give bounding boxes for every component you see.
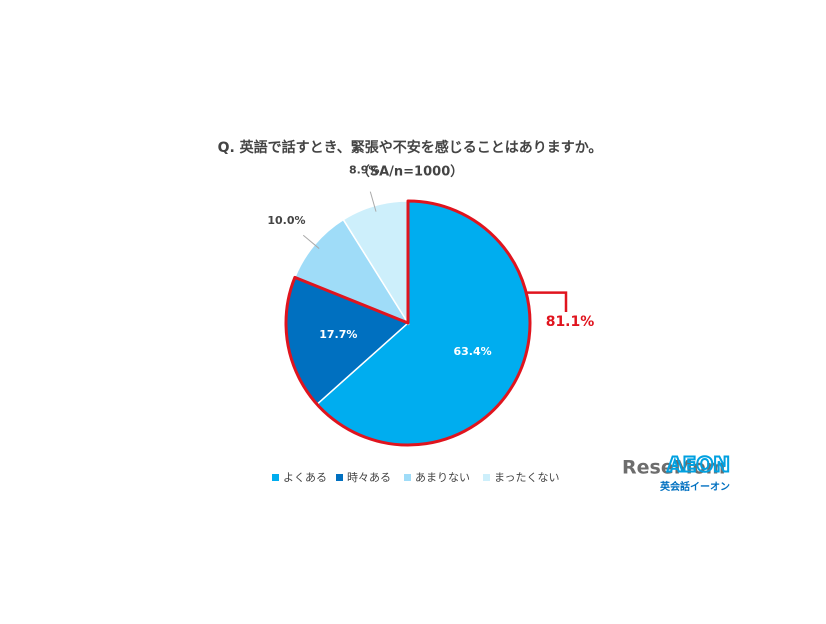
data-label: 63.4% [453,345,491,358]
legend-marker [272,474,279,481]
brand-logo: AEON [667,453,730,477]
legend-label: あまりない [415,471,470,484]
data-label: 8.9% [349,164,380,177]
logo-text: ReseMom [622,457,725,479]
legend-label: まったくない [494,471,560,484]
chart-subtitle: （SA/n=1000） [357,164,464,180]
highlight-outline [284,199,532,447]
legend-marker [404,474,411,481]
data-label: 10.0% [267,214,305,227]
legend-label: よくある [283,471,327,484]
leader-line [302,234,320,249]
legend-marker [336,474,343,481]
brand-subtitle: 英会話イーオン [659,480,730,493]
annotation-label: 81.1% [546,314,595,330]
legend-label: 時々ある [347,471,391,484]
annotation-bracket [526,291,568,312]
data-label: 17.7% [319,328,357,341]
leader-line [369,191,377,212]
legend-marker [483,474,490,481]
chart-title: Q. 英語で話すとき、緊張や不安を感じることはありますか。 [218,139,603,156]
